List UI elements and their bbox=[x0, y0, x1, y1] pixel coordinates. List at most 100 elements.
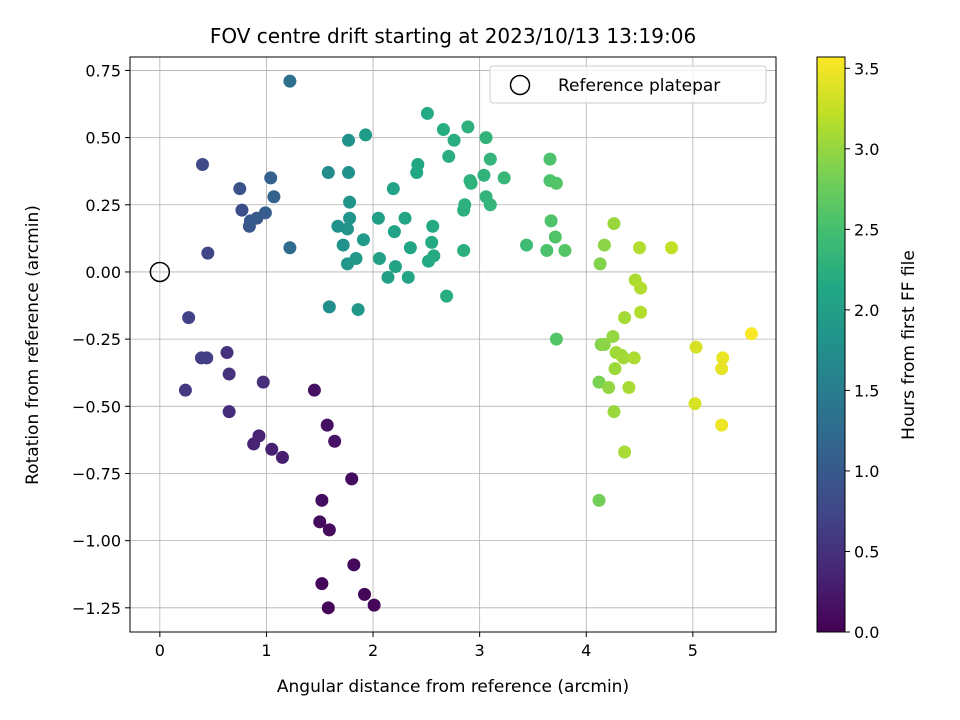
legend-label-reference-platepar: Reference platepar bbox=[558, 76, 720, 96]
data-point bbox=[592, 375, 606, 389]
data-point bbox=[178, 383, 192, 397]
data-point bbox=[426, 219, 440, 233]
data-point bbox=[313, 515, 327, 529]
data-point bbox=[222, 405, 236, 419]
data-point bbox=[235, 203, 249, 217]
x-axis-label: Angular distance from reference (arcmin) bbox=[277, 677, 629, 697]
data-point bbox=[715, 362, 729, 376]
colorbar-tick-label: 2.0 bbox=[854, 301, 879, 320]
colorbar-ticks: 0.0 0.5 1.0 1.5 2.0 2.5 3.0 3.5 bbox=[845, 59, 879, 642]
x-tick-label: 4 bbox=[581, 641, 591, 660]
y-tick-label: −0.25 bbox=[72, 330, 121, 349]
data-point bbox=[540, 243, 554, 257]
data-point bbox=[201, 246, 215, 260]
data-point bbox=[558, 243, 572, 257]
data-point bbox=[307, 383, 321, 397]
data-point bbox=[458, 198, 472, 212]
y-tick-label: −1.00 bbox=[72, 532, 121, 551]
data-point bbox=[342, 166, 356, 180]
data-point bbox=[371, 211, 385, 225]
colorbar-tick-label: 1.0 bbox=[854, 462, 879, 481]
data-point bbox=[342, 133, 356, 147]
data-point bbox=[633, 241, 647, 255]
data-point bbox=[461, 120, 475, 134]
data-point bbox=[321, 166, 335, 180]
data-point bbox=[349, 252, 363, 266]
data-point bbox=[351, 303, 365, 317]
data-point bbox=[483, 152, 497, 166]
y-axis-ticks: 0.75 0.50 0.25 0.00 −0.25 −0.50 −0.75 −1.00 −1.2… bbox=[72, 61, 130, 618]
data-point bbox=[608, 362, 622, 376]
data-point bbox=[411, 157, 425, 171]
legend-box bbox=[489, 65, 767, 104]
data-point bbox=[618, 311, 632, 325]
data-point bbox=[442, 149, 456, 163]
data-point bbox=[593, 257, 607, 271]
data-point bbox=[544, 214, 558, 228]
data-point bbox=[398, 211, 412, 225]
data-point bbox=[597, 238, 611, 252]
data-point bbox=[549, 176, 563, 190]
data-point bbox=[543, 152, 557, 166]
data-point bbox=[479, 131, 493, 145]
y-tick-label: −0.50 bbox=[72, 397, 121, 416]
data-point bbox=[607, 217, 621, 231]
data-point bbox=[483, 198, 497, 212]
colorbar-gradient bbox=[816, 56, 846, 633]
colorbar-tick-label: 1.5 bbox=[854, 381, 879, 400]
data-point bbox=[388, 260, 402, 274]
data-point bbox=[275, 450, 289, 464]
data-point bbox=[617, 351, 631, 365]
data-point bbox=[322, 523, 336, 537]
legend-marker-open-circle bbox=[509, 74, 531, 96]
chart-title: FOV centre drift starting at 2023/10/13 … bbox=[210, 24, 696, 48]
data-point bbox=[457, 243, 471, 257]
data-point bbox=[182, 311, 196, 325]
data-point bbox=[427, 249, 441, 263]
data-point bbox=[345, 472, 359, 486]
data-point bbox=[386, 182, 400, 196]
y-tick-label: 0.00 bbox=[85, 263, 121, 282]
y-axis-label: Rotation from reference (arcmin) bbox=[23, 205, 43, 485]
data-point bbox=[627, 351, 641, 365]
y-tick-label: 0.50 bbox=[85, 129, 121, 148]
y-tick-label: 0.75 bbox=[85, 61, 121, 80]
data-point bbox=[497, 171, 511, 185]
x-tick-label: 5 bbox=[688, 641, 698, 660]
data-point bbox=[328, 434, 342, 448]
data-point bbox=[622, 380, 636, 394]
reference-platepar-marker bbox=[149, 261, 171, 283]
data-point bbox=[283, 74, 297, 88]
data-point bbox=[336, 238, 350, 252]
data-point bbox=[440, 289, 454, 303]
colorbar-tick-label: 3.5 bbox=[854, 59, 879, 78]
data-point bbox=[367, 598, 381, 612]
data-point bbox=[320, 418, 334, 432]
data-point bbox=[195, 157, 209, 171]
colorbar: 0.0 0.5 1.0 1.5 2.0 2.5 3.0 3.5 Hours from firs… bbox=[816, 56, 919, 642]
data-point bbox=[463, 174, 477, 188]
data-point bbox=[607, 405, 621, 419]
data-point bbox=[233, 182, 247, 196]
data-point bbox=[315, 577, 329, 591]
colorbar-tick-label: 0.0 bbox=[854, 623, 879, 642]
data-point bbox=[356, 233, 370, 247]
colorbar-label: Hours from first FF file bbox=[899, 250, 919, 440]
data-point bbox=[321, 601, 335, 615]
y-tick-label: −0.75 bbox=[72, 464, 121, 483]
x-axis-ticks: 0 1 2 3 4 5 bbox=[155, 632, 698, 660]
data-point bbox=[283, 241, 297, 255]
data-point bbox=[264, 171, 278, 185]
x-tick-label: 0 bbox=[155, 641, 165, 660]
data-point bbox=[602, 380, 616, 394]
data-point bbox=[265, 442, 279, 456]
data-point bbox=[689, 340, 703, 354]
data-point bbox=[549, 332, 563, 346]
data-point bbox=[372, 252, 386, 266]
data-point bbox=[220, 346, 234, 360]
x-tick-label: 3 bbox=[475, 641, 485, 660]
data-point bbox=[520, 238, 534, 252]
data-point bbox=[634, 281, 648, 295]
